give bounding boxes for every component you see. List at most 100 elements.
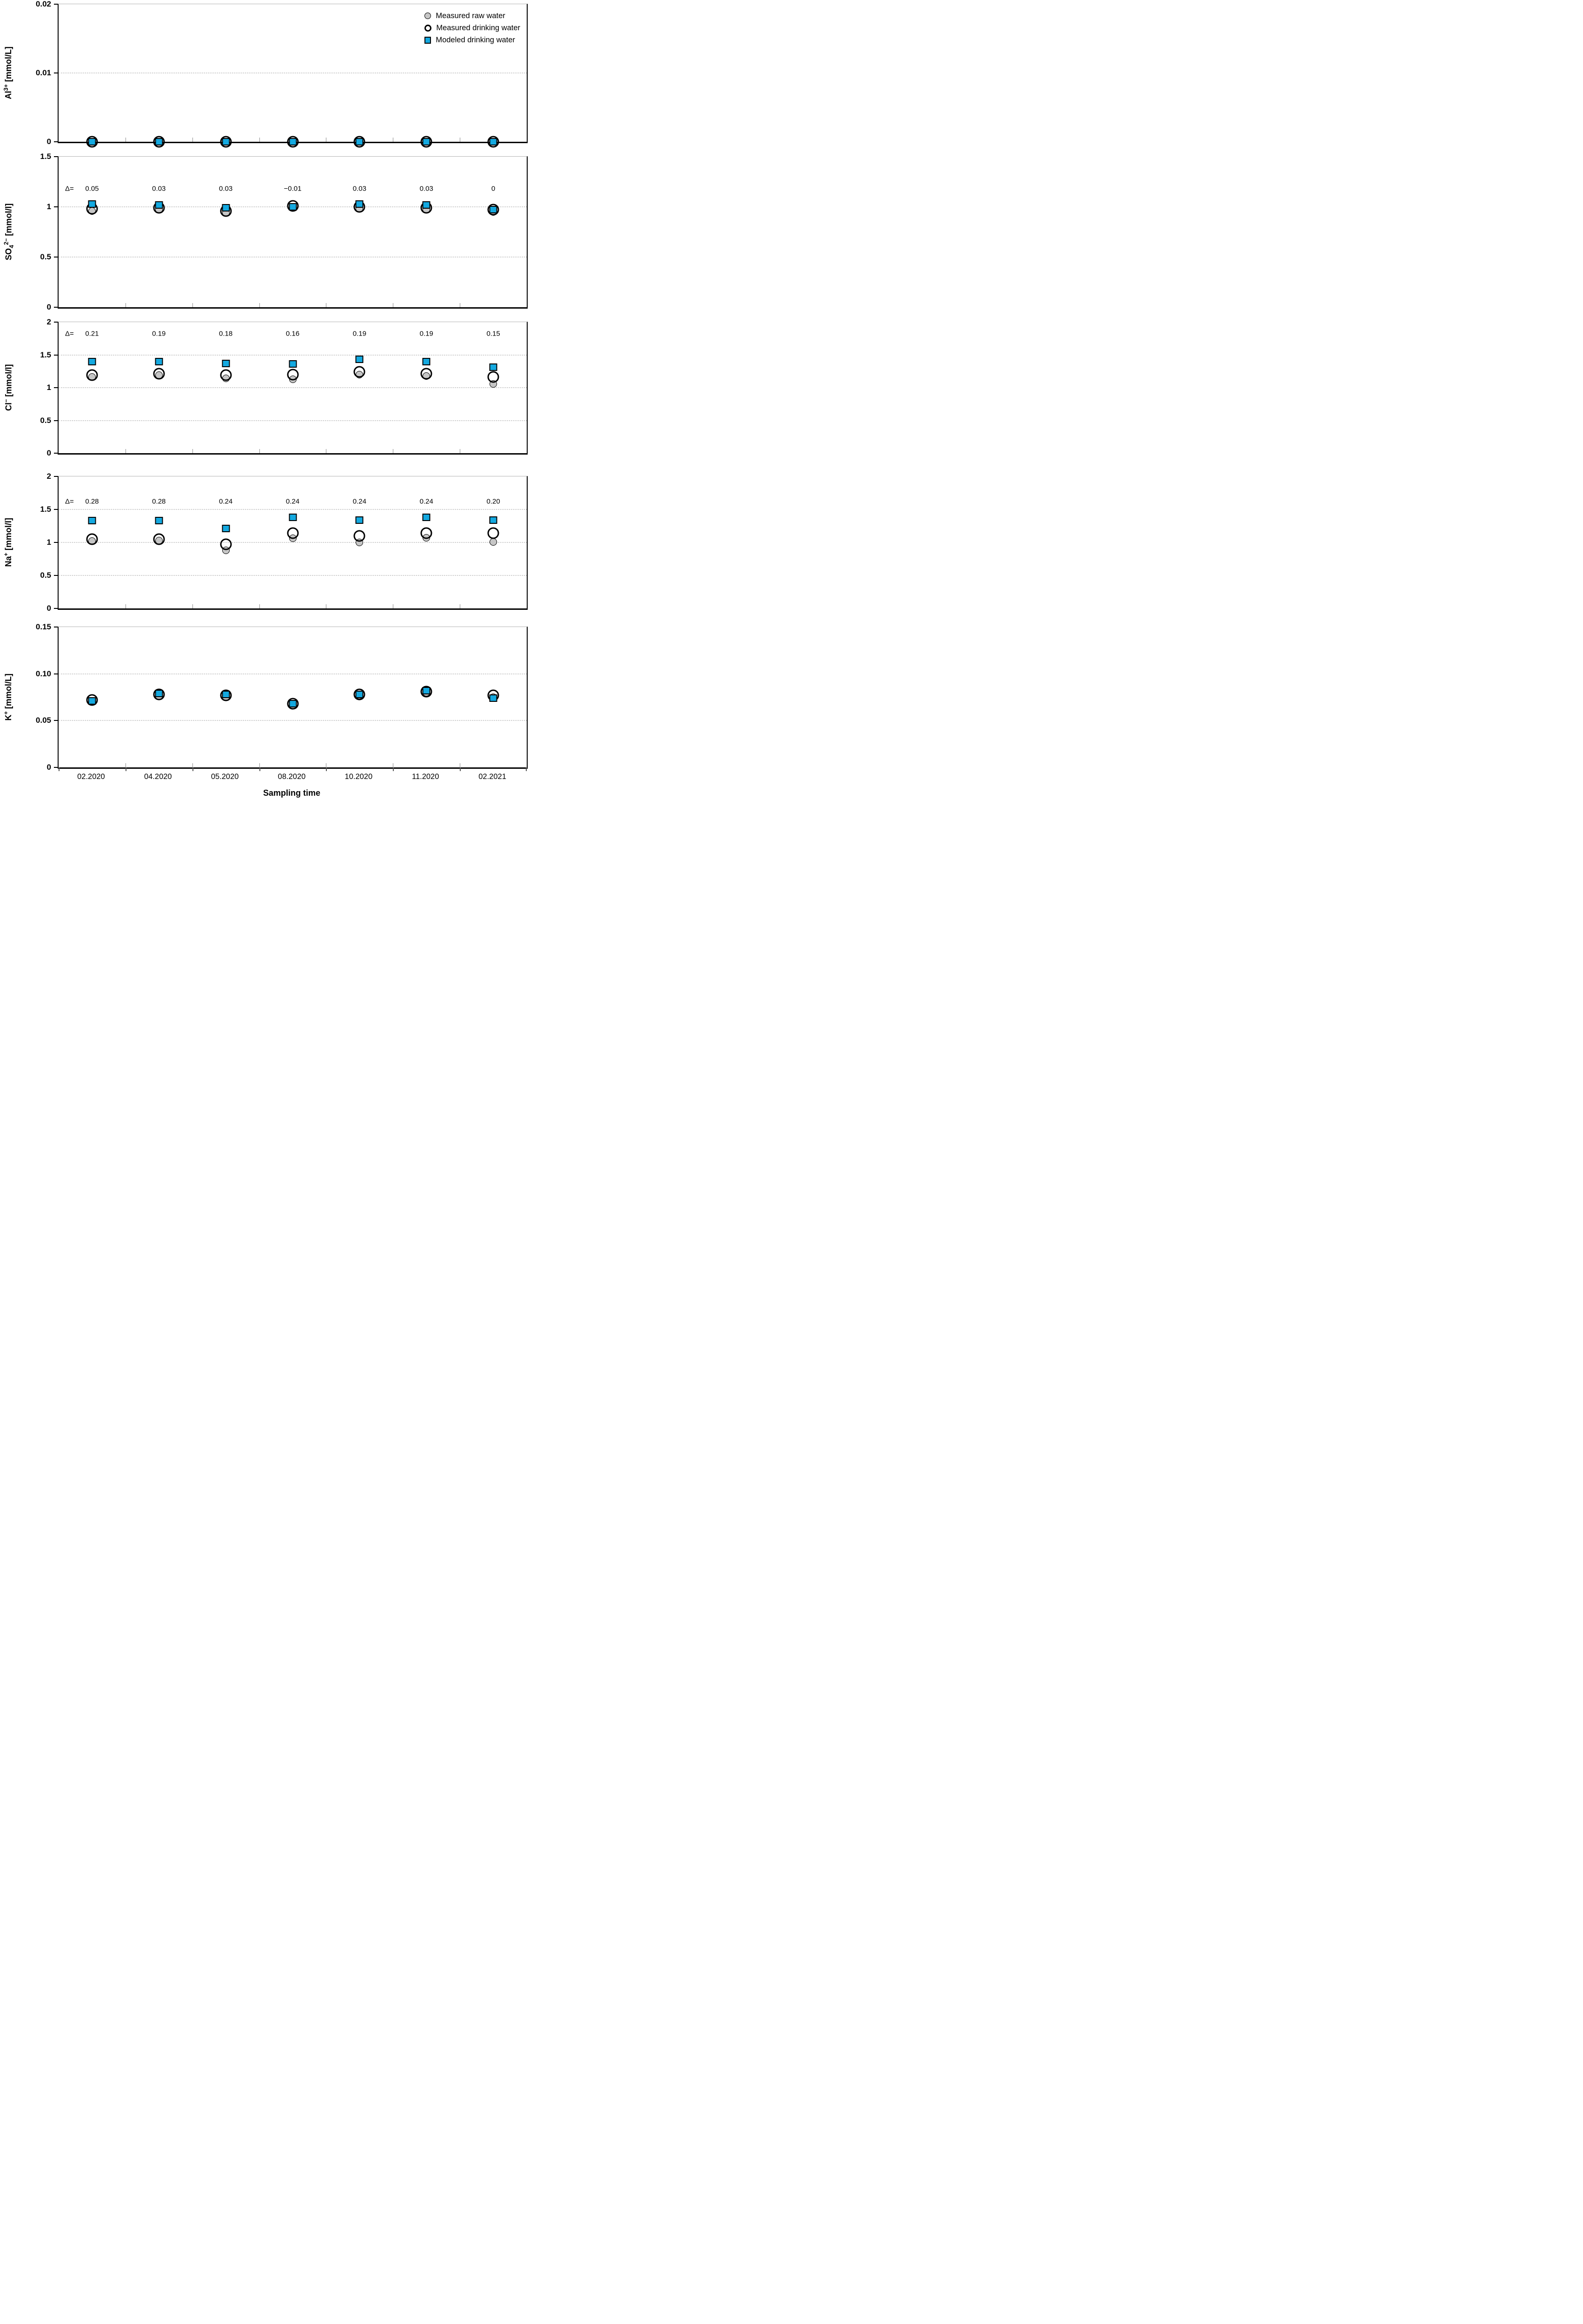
x-axis-tick <box>192 767 193 771</box>
marker-modeled <box>222 690 230 698</box>
delta-value-label: 0.24 <box>419 497 433 506</box>
legend-label: Modeled drinking water <box>436 35 515 44</box>
y-tick <box>54 420 58 421</box>
marker-measured <box>287 136 298 148</box>
marker-modeled <box>422 687 431 694</box>
y-axis-title-cl: Cl− [mmol/l] <box>3 322 14 453</box>
marker-modeled <box>155 357 163 365</box>
x-minor-tick <box>192 763 193 767</box>
marker-modeled <box>489 694 497 702</box>
marker-measured <box>487 527 499 539</box>
marker-modeled <box>489 206 497 214</box>
marker-measured <box>86 136 98 148</box>
x-axis-tick <box>59 767 60 771</box>
legend-item-measured: Measured drinking water <box>424 22 520 34</box>
x-axis-tick <box>259 767 260 771</box>
marker-measured <box>220 538 232 550</box>
y-tick-label: 1.5 <box>40 505 51 514</box>
panel-k: K+ [mmol/L] 0 0.05 0.10 0.15 <box>3 622 528 772</box>
y-tick-label: 0.10 <box>35 669 51 678</box>
delta-value-label: 0.24 <box>285 497 300 506</box>
y-tick-label: 1 <box>46 202 51 211</box>
panel-so4: SO42− [mmol/l] 0 0.5 1 1.5 Δ= 0.05 0.03 0.03 −0.… <box>3 152 528 311</box>
y-tick-label: 0.5 <box>40 252 51 261</box>
x-tick-label: 10.2020 <box>344 772 373 781</box>
x-minor-tick <box>192 138 193 142</box>
y-tick-label: 0.02 <box>35 0 51 8</box>
y-axis-title-k: K+ [mmol/L] <box>3 627 14 767</box>
marker-measured <box>420 136 432 148</box>
ylabel-units: [mmol/l] <box>4 364 13 399</box>
legend-label: Measured drinking water <box>436 23 520 32</box>
marker-measured <box>287 369 298 381</box>
x-tick-label: 11.2020 <box>411 772 439 781</box>
gridline <box>59 387 527 388</box>
delta-value-label: 0.19 <box>419 330 433 338</box>
y-tick-label: 0.01 <box>35 68 51 77</box>
marker-measured <box>420 368 432 380</box>
y-tick-label: 0.5 <box>40 571 51 580</box>
ylabel-text: K <box>4 714 13 721</box>
marker-modeled <box>155 138 163 145</box>
y-tick <box>54 767 58 768</box>
marker-modeled <box>289 203 297 211</box>
y-tick <box>54 542 58 543</box>
x-tick-label: 04.2020 <box>144 772 172 781</box>
x-axis-tick-labels: 02.2020 04.2020 05.2020 08.2020 10.2020 11.20… <box>58 772 526 783</box>
ylabel-units: [mmol/l] <box>4 518 13 553</box>
y-tick-label: 1 <box>46 383 51 392</box>
panel-al: Al3+ [mmol/L] Measured raw water Measure… <box>3 0 528 148</box>
y-tick <box>54 141 58 142</box>
ylabel-superscript: 3+ <box>3 84 10 91</box>
legend-label: Measured raw water <box>436 11 505 20</box>
delta-value-label: 0.28 <box>152 497 166 506</box>
marker-modeled <box>222 359 230 367</box>
x-axis-tick <box>460 767 461 771</box>
x-minor-tick <box>192 449 193 453</box>
x-minor-tick <box>259 303 260 307</box>
marker-measured <box>487 136 499 148</box>
marker-modeled <box>355 690 364 698</box>
y-tick <box>54 4 58 5</box>
marker-measured <box>353 136 365 148</box>
y-tick <box>54 509 58 510</box>
delta-prefix-label: Δ= <box>65 185 74 193</box>
y-tick-label: 0.5 <box>40 416 51 425</box>
delta-value-label: 0.03 <box>352 185 366 193</box>
delta-prefix-label: Δ= <box>65 330 74 338</box>
marker-modeled <box>422 201 431 209</box>
marker-modeled <box>88 697 96 705</box>
marker-modeled <box>88 357 96 365</box>
y-tick <box>54 575 58 576</box>
panel-na: Na+ [mmol/l] 0 0.5 1 1.5 2 Δ= 0.28 0.28 0.24 0.24… <box>3 472 528 613</box>
ylabel-superscript: + <box>3 711 10 715</box>
ylabel-text: SO <box>4 248 13 261</box>
delta-value-label: 0.18 <box>219 330 233 338</box>
marker-measured <box>153 688 165 700</box>
y-tick-label: 1.5 <box>40 152 51 161</box>
marker-modeled <box>289 138 297 145</box>
gridline <box>59 420 527 421</box>
x-axis-title: Sampling time <box>263 788 321 798</box>
legend: Measured raw water Measured drinking wat… <box>424 10 520 46</box>
marker-modeled <box>355 138 364 145</box>
marker-modeled <box>355 356 364 363</box>
marker-modeled <box>289 700 297 708</box>
marker-measured <box>353 688 365 700</box>
y-tick <box>54 206 58 207</box>
y-tick-label: 0 <box>46 604 51 613</box>
gray-filled-circle-icon <box>424 13 431 19</box>
ylabel-units: [mmol/L] <box>4 46 13 85</box>
y-tick-label: 0 <box>46 449 51 457</box>
x-tick-label: 02.2021 <box>478 772 506 781</box>
ylabel-superscript: 2− <box>3 238 10 245</box>
x-minor-tick <box>192 604 193 608</box>
marker-measured <box>220 136 232 148</box>
ylabel-text: Cl <box>4 403 13 411</box>
gridline <box>59 542 527 543</box>
y-tick <box>54 387 58 388</box>
x-tick-label: 08.2020 <box>278 772 306 781</box>
ylabel-superscript: + <box>3 553 10 556</box>
delta-value-label: 0.24 <box>352 497 366 506</box>
marker-measured <box>353 366 365 378</box>
